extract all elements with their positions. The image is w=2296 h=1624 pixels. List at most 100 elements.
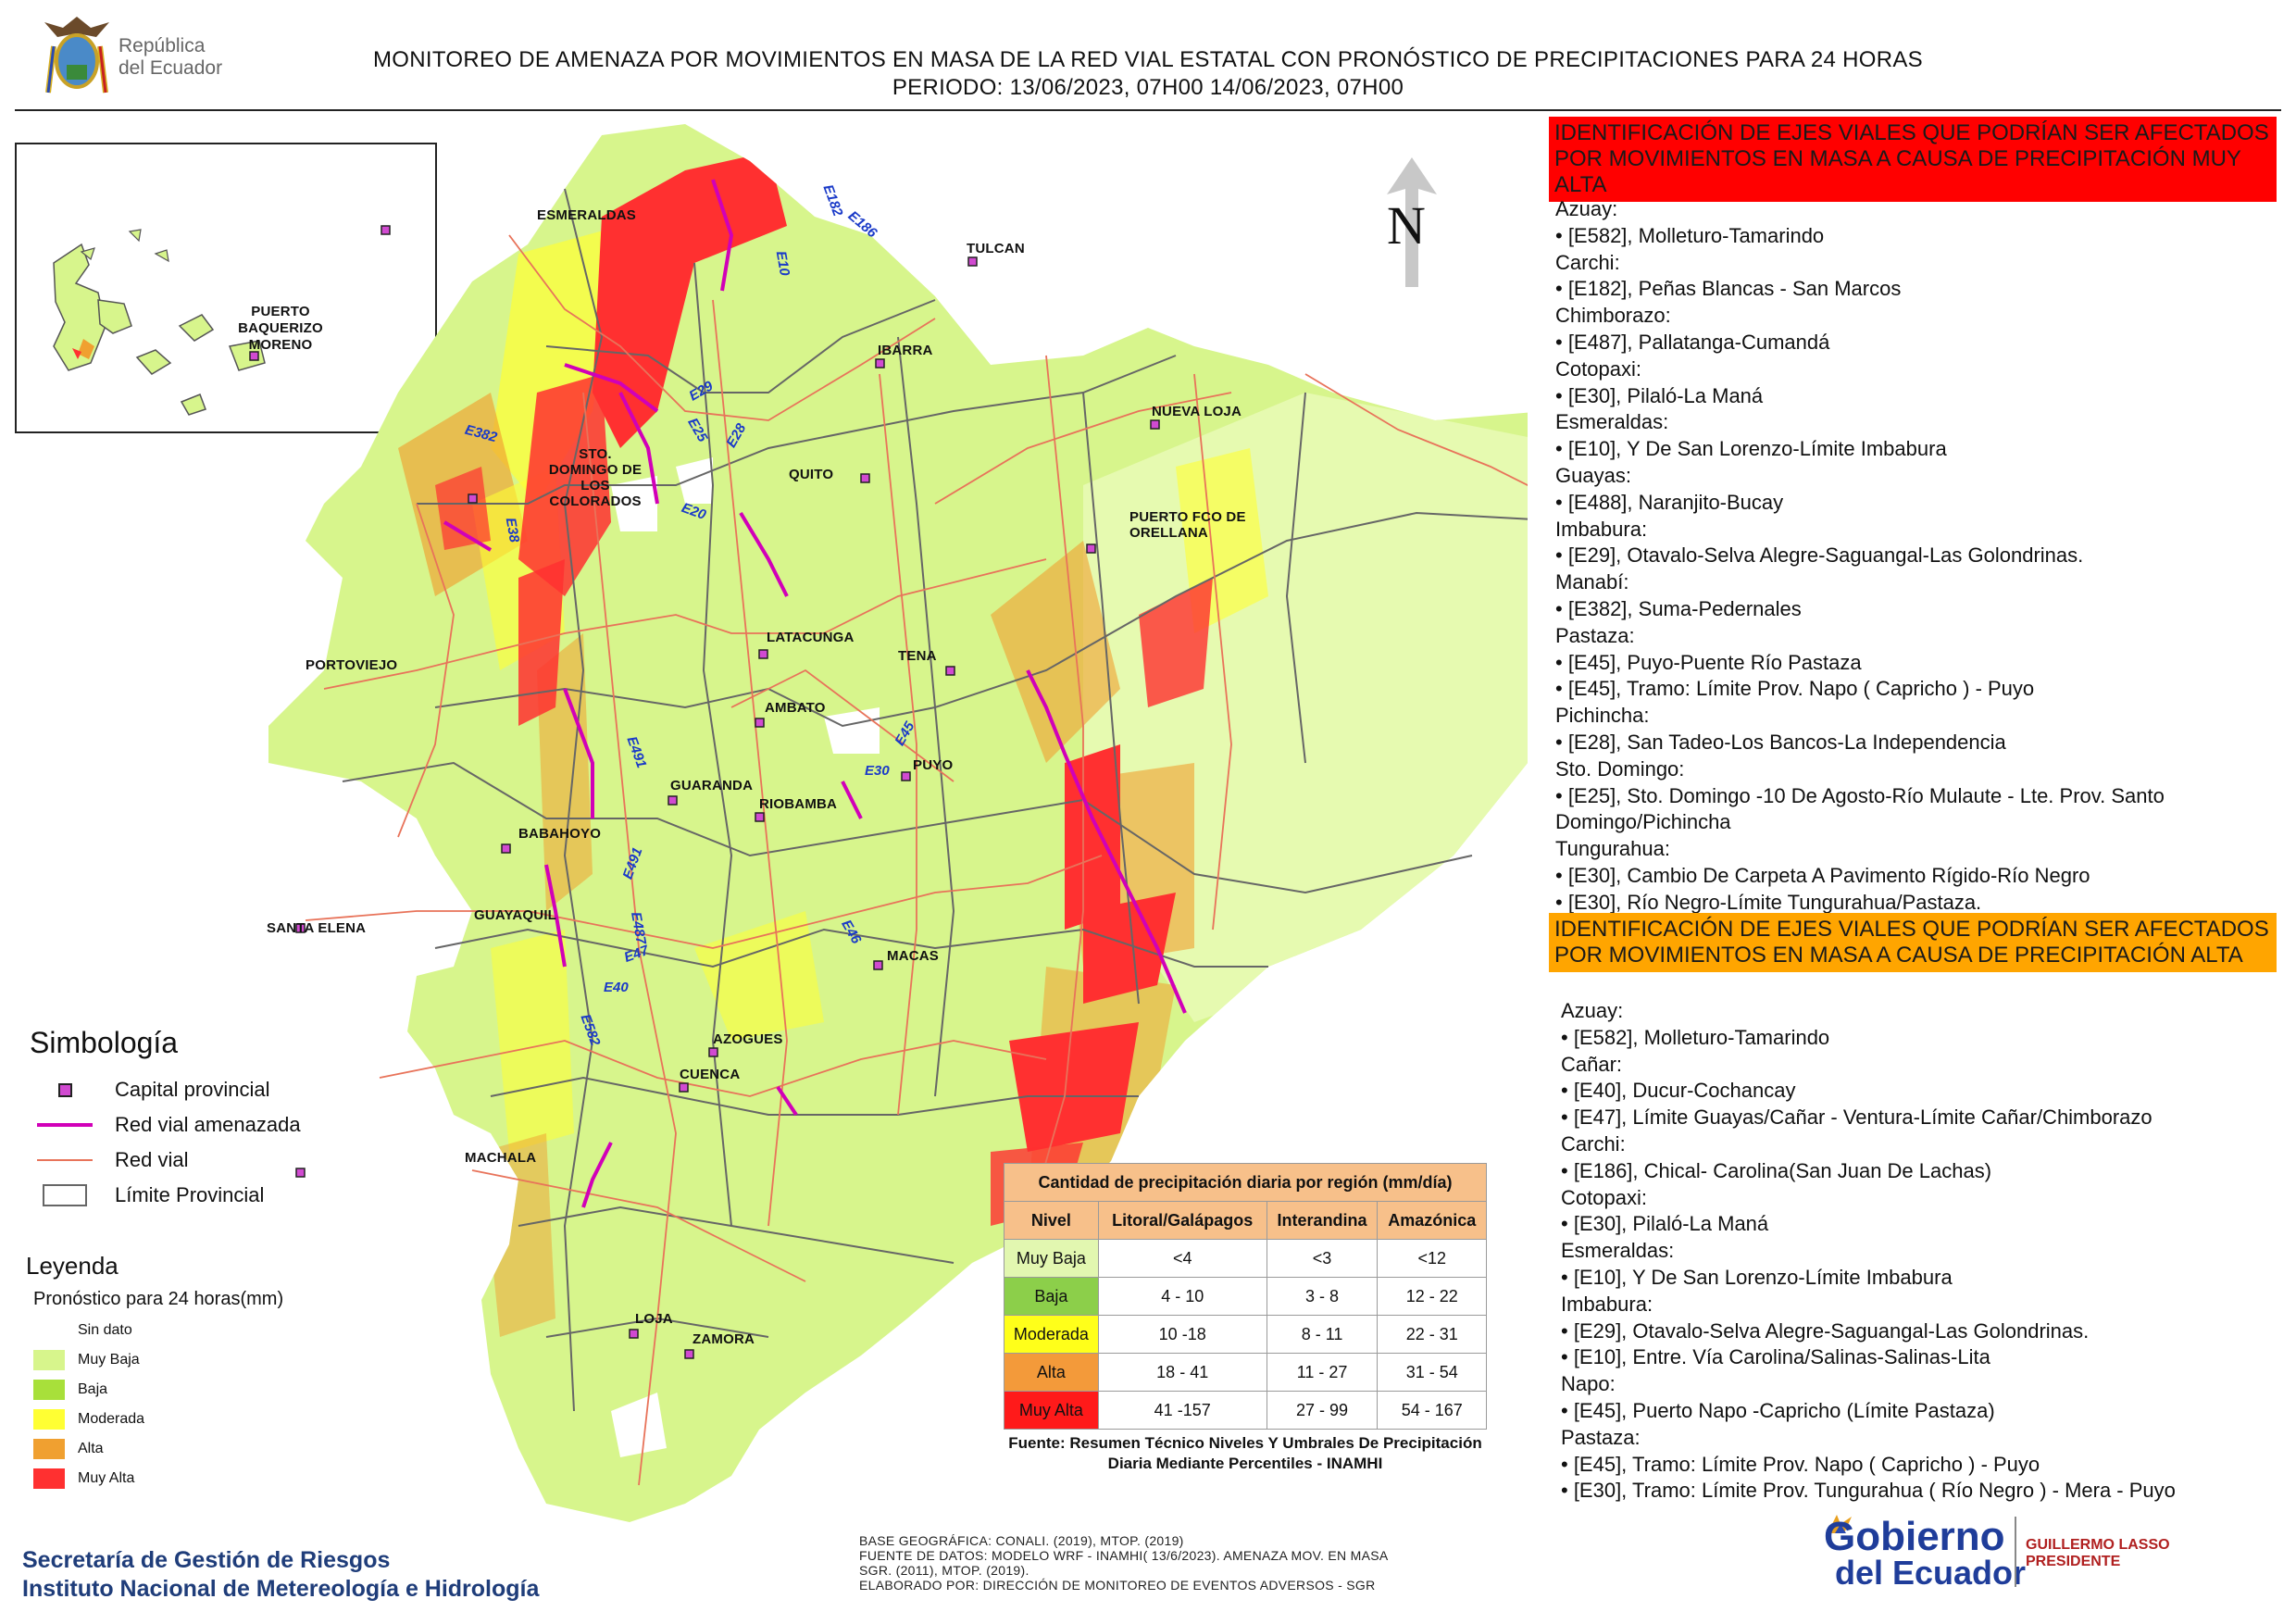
city-label-machala: MACHALA [465,1150,537,1166]
gobierno-word: Gobierno [1824,1514,2005,1559]
province-label: Azuay: [1561,999,1624,1022]
province-label: Imbabura: [1555,517,1648,541]
road-item: • [E10], Entre. Vía Carolina/Salinas-Sal… [1561,1345,1990,1369]
footer-sources: BASE GEOGRÁFICA: CONALI. (2019), MTOP. (… [859,1533,1389,1593]
province-label: Pichincha: [1555,704,1650,728]
city-label-babahoyo: BABAHOYO [518,826,602,842]
province-label: Cañar: [1561,1052,1623,1076]
road-item: • [E582], Molleturo-Tamarindo [1555,223,1825,247]
city-label-azogues: AZOGUES [713,1031,783,1047]
capital-icon [249,351,259,361]
province-label: Esmeraldas: [1555,410,1669,434]
header-divider [15,109,2281,111]
north-label: N [1387,195,1426,256]
simbologia-title: Simbología [30,1026,179,1059]
column-header: Amazónica [1377,1201,1487,1240]
level-cell: Alta [1004,1353,1099,1392]
level-cell: Baja [1004,1277,1099,1316]
road-item: • [E28], San Tadeo-Los Bancos-La Indepen… [1555,730,2006,754]
del-ecuador-word: del Ecuador [1835,1554,2027,1592]
logo-text: República del Ecuador [119,35,223,79]
table-cell: <12 [1377,1239,1487,1278]
city-label-quito: QUITO [789,467,834,482]
road-item: • [E29], Otavalo-Selva Alegre-Saguangal-… [1555,543,2084,568]
north-arrow-icon [1387,157,1437,287]
city-label-guayaquil: GUAYAQUIL [474,907,557,923]
leyenda-item: Baja [33,1380,107,1400]
capital-icon [57,1082,72,1097]
simbologia-capital: Capital provincial [37,1078,270,1102]
high-list: Azuay: • [E582], Molleturo-Tamarindo Cañ… [1561,998,2292,1505]
province-label: Cotopaxi: [1555,356,1641,381]
very-high-list: Azuay: • [E582], Molleturo-Tamarindo Car… [1555,196,2287,917]
table-cell: 27 - 99 [1266,1391,1379,1430]
road-line [37,1159,93,1161]
city-label-nueva-loja: NUEVA LOJA [1152,404,1242,419]
leyenda-item: Moderada [33,1409,144,1430]
high-heading: IDENTIFICACIÓN DE EJES VIALES QUE PODRÍA… [1549,913,2277,972]
table-cell: 10 -18 [1097,1315,1267,1354]
footer-institutions: Secretaría de Gestión de Riesgos Institu… [22,1547,540,1602]
road-item: • [E45], Puyo-Puente Río Pastaza [1555,650,1862,674]
table-row: Muy Baja <4 <3 <12 [1004,1239,1487,1278]
ecuador-map-svg [268,124,1592,1522]
road-item: • [E45], Tramo: Límite Prov. Napo ( Capr… [1555,677,2035,701]
table-cell: 41 -157 [1097,1391,1267,1430]
table-cell: 18 - 41 [1097,1353,1267,1392]
road-item: • [E186], Chical- Carolina(San Juan De L… [1561,1158,1992,1182]
road-label: E30 [865,763,890,779]
road-item: • [E45], Tramo: Límite Prov. Napo ( Capr… [1561,1452,2040,1476]
road-item: • [E582], Molleturo-Tamarindo [1561,1025,1830,1049]
province-label: Carchi: [1555,250,1620,274]
road-item: • [E30], Pilaló-La Maná [1561,1212,1769,1236]
road-item: • [E10], Y De San Lorenzo-Límite Imbabur… [1555,437,1947,461]
simbologia-threatened-road: Red vial amenazada [37,1113,301,1137]
province-label: Tungurahua: [1555,837,1670,861]
province-label: Azuay: [1555,197,1618,220]
province-label: Manabí: [1555,570,1629,594]
province-label: Sto. Domingo: [1555,756,1685,781]
table-cell: 11 - 27 [1266,1353,1379,1392]
gobierno-logo: Gobierno del Ecuador GUILLERMO LASSO PRE… [1824,1507,2268,1600]
table-cell: 3 - 8 [1266,1277,1379,1316]
province-label: Pastaza: [1561,1425,1641,1449]
level-cell: Moderada [1004,1315,1099,1354]
table-cell: 22 - 31 [1377,1315,1487,1354]
page-title: MONITOREO DE AMENAZA POR MOVIMIENTOS EN … [0,46,2296,102]
table-row: Moderada 10 -18 8 - 11 22 - 31 [1004,1315,1487,1354]
republica-logo [35,9,276,102]
province-label: Esmeraldas: [1561,1239,1675,1263]
road-item: • [E488], Naranjito-Bucay [1555,490,1784,514]
galapagos-map [53,229,266,416]
column-header: Nivel [1004,1201,1099,1240]
precip-table-source: Fuente: Resumen Técnico Niveles Y Umbral… [1008,1434,1482,1472]
road-item: • [E182], Peñas Blancas - San Marcos [1555,277,1902,301]
leyenda-item: Muy Baja [33,1350,140,1370]
road-item: • [E487], Pallatanga-Cumandá [1555,330,1830,354]
table-cell: <3 [1266,1239,1379,1278]
road-item: • [E10], Y De San Lorenzo-Límite Imbabur… [1561,1265,1953,1289]
road-item: • [E30], Pilaló-La Maná [1555,383,1764,407]
galapagos-inset: PUERTO BAQUERIZO MORENO [15,143,437,433]
table-cell: 4 - 10 [1097,1277,1267,1316]
city-label-puerto-baquerizo: PUERTO BAQUERIZO MORENO [238,304,323,353]
logo-divider [2015,1517,2016,1587]
road-item: • [E30], Río Negro-Límite Tungurahua/Pas… [1555,890,1982,914]
level-cell: Muy Baja [1004,1239,1099,1278]
city-label-ibarra: IBARRA [878,343,933,358]
capital-markers-layer [295,225,1160,1359]
city-label-tena: TENA [898,648,937,664]
simbologia-boundary: Límite Provincial [37,1183,264,1207]
road-item: • [E30], Cambio De Carpeta A Pavimento R… [1555,863,2090,887]
city-label-santa-elena: SANTA ELENA [267,920,367,936]
leyenda-item: Alta [33,1439,104,1459]
simbologia-road: Red vial [37,1148,188,1172]
province-label: Imbabura: [1561,1292,1653,1316]
table-row: Muy Alta 41 -157 27 - 99 54 - 167 [1004,1391,1487,1430]
city-label-esmeraldas: ESMERALDAS [537,207,637,223]
city-label-macas: MACAS [887,948,939,964]
leyenda-title: Leyenda [26,1252,119,1280]
city-label-puyo: PUYO [913,757,954,773]
coat-of-arms-icon [44,17,109,94]
road-item: • [E382], Suma-Pedernales [1555,596,1802,620]
